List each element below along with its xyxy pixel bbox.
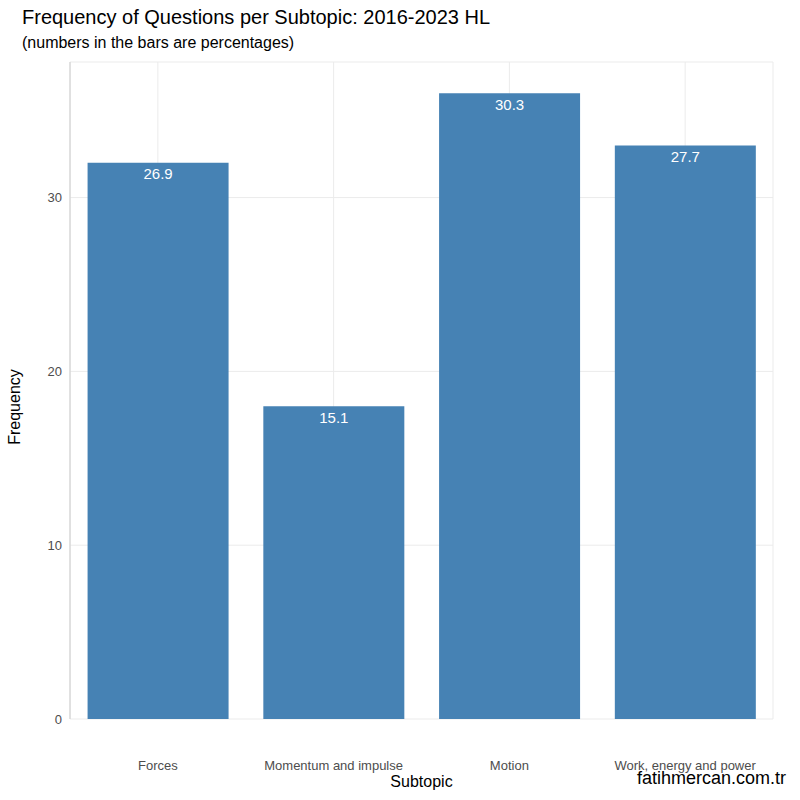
svg-text:30: 30 (48, 190, 62, 205)
svg-text:Motion: Motion (490, 758, 529, 773)
svg-text:10: 10 (48, 538, 62, 553)
svg-text:Forces: Forces (138, 758, 178, 773)
svg-text:0: 0 (55, 712, 62, 727)
svg-text:26.9: 26.9 (143, 165, 172, 182)
html-text:Subtopic: Subtopic (390, 773, 453, 790)
svg-text:20: 20 (48, 364, 62, 379)
html-text:fatihmercan.com.tr: fatihmercan.com.tr (637, 768, 786, 788)
svg-text:Work, energy and power: Work, energy and power (614, 758, 756, 773)
html-text:Frequency of Questions per Sub: Frequency of Questions per Subtopic: 201… (22, 6, 491, 28)
svg-text:30.3: 30.3 (495, 96, 524, 113)
svg-text:15.1: 15.1 (319, 409, 348, 426)
html-text:Frequency: Frequency (6, 368, 23, 445)
svg-text:Momentum and impulse: Momentum and impulse (264, 758, 403, 773)
html-text:(numbers in the bars are perce: (numbers in the bars are percentages) (22, 34, 295, 51)
svg-text:27.7: 27.7 (671, 148, 700, 165)
